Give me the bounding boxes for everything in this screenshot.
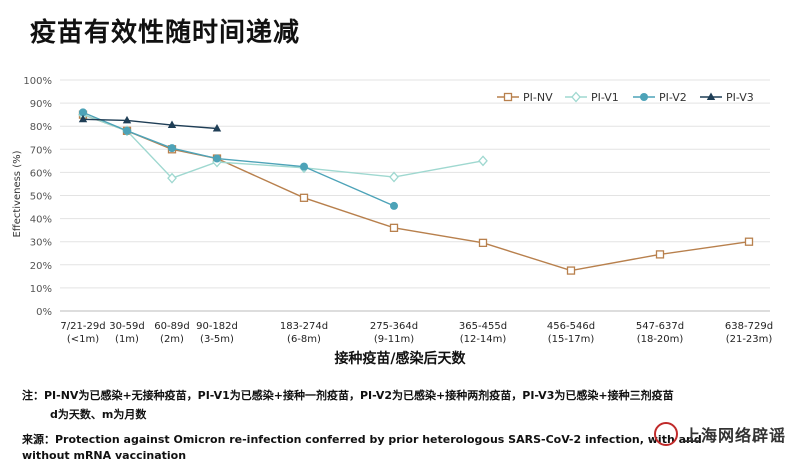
source-text: Protection against Omicron re-infection … (22, 433, 702, 462)
data-point (167, 120, 177, 129)
y-axis-label: Effectiveness (%) (12, 150, 23, 237)
series-pi-nv (78, 110, 754, 275)
x-tick-label: 90-182d (196, 321, 238, 332)
legend-label: PI-NV (523, 91, 553, 104)
x-tick-label: 183-274d (280, 321, 328, 332)
x-tick-label: 30-59d (109, 321, 144, 332)
series-line (82, 118, 218, 130)
y-tick-label: 0% (36, 307, 52, 318)
footnote: 注：PI-NV为已感染+无接种疫苗，PI-V1为已感染+接种一剂疫苗，PI-V2… (22, 386, 674, 424)
series-pi-v2 (79, 108, 398, 210)
data-point (78, 114, 88, 123)
data-point (212, 124, 222, 132)
legend-label: PI-V1 (591, 91, 619, 104)
data-point (478, 155, 488, 167)
legend-item-pi-v1: PI-V1 (565, 91, 619, 104)
x-tick-label: 456-546d (547, 321, 595, 332)
y-tick-label: 70% (30, 145, 52, 156)
brand-watermark: 上海网络辟谣 (653, 422, 786, 446)
x-tick-label: 275-364d (370, 321, 418, 332)
data-point (655, 250, 665, 259)
x-tick-sublabel: (12-14m) (460, 334, 507, 345)
y-tick-label: 40% (30, 215, 52, 226)
y-tick-label: 10% (30, 284, 52, 295)
data-point (706, 92, 716, 100)
y-tick-labels: 0% 10% 20% 30% 40% 50% 60% 70% 80% 90% 100% (23, 76, 52, 318)
x-tick-sublabel: (15-17m) (548, 334, 595, 345)
x-tick-labels: 7/21-29d (<1m) 30-59d (1m) 60-89d (2m) 90-182d… (60, 321, 773, 345)
series-line (82, 111, 395, 207)
y-tick-label: 50% (30, 192, 52, 203)
legend-item-pi-v2: PI-V2 (633, 91, 687, 104)
series-line (82, 113, 750, 272)
x-tick-label: 547-637d (636, 321, 684, 332)
data-point (79, 108, 87, 117)
legend-label: PI-V2 (659, 91, 687, 104)
data-point (640, 93, 648, 101)
legend: PI-NV PI-V1 PI-V2 PI-V3 (497, 91, 754, 104)
data-point (571, 91, 581, 103)
source-label: 来源： (22, 433, 55, 446)
x-tick-sublabel: (1m) (115, 334, 139, 345)
data-point (213, 154, 221, 163)
x-tick-sublabel: (6-8m) (287, 334, 321, 345)
legend-item-pi-v3: PI-V3 (700, 91, 754, 104)
footnote-line-2: d为天数、m为月数 (50, 408, 147, 421)
brand-logo-icon (653, 422, 678, 446)
x-tick-sublabel: (<1m) (67, 334, 99, 345)
data-point (503, 92, 513, 102)
data-point (478, 238, 488, 248)
data-point (122, 115, 132, 124)
data-point (389, 171, 399, 183)
y-tick-label: 80% (30, 122, 52, 133)
grid-lines (60, 79, 770, 312)
y-tick-label: 90% (30, 99, 52, 110)
source-citation: 来源：Protection against Omicron re-infecti… (22, 432, 742, 464)
x-tick-sublabel: (9-11m) (374, 334, 414, 345)
data-point (744, 237, 754, 246)
data-point (299, 193, 309, 202)
y-tick-label: 60% (30, 168, 52, 179)
data-point (300, 162, 308, 171)
series-group (78, 108, 754, 275)
brand-name: 上海网络辟谣 (683, 426, 786, 445)
x-tick-label: 7/21-29d (60, 321, 105, 332)
x-tick-sublabel: (18-20m) (637, 334, 684, 345)
y-tick-label: 100% (23, 76, 52, 87)
x-tick-label: 60-89d (154, 321, 189, 332)
x-tick-label: 638-729d (725, 321, 773, 332)
x-tick-sublabel: (21-23m) (726, 334, 773, 345)
line-chart: 0% 10% 20% 30% 40% 50% 60% 70% 80% 90% 100% 7/21-2… (12, 76, 773, 345)
legend-label: PI-V3 (726, 91, 754, 104)
x-tick-sublabel: (3-5m) (200, 334, 234, 345)
legend-item-pi-nv: PI-NV (497, 91, 553, 104)
data-point (123, 126, 131, 135)
data-point (167, 172, 177, 184)
series-pi-v3 (78, 114, 222, 132)
y-tick-label: 30% (30, 238, 52, 249)
series-line (82, 113, 484, 179)
data-point (390, 201, 398, 210)
x-tick-sublabel: (2m) (160, 334, 184, 345)
data-point (389, 223, 399, 232)
y-tick-label: 20% (30, 261, 52, 272)
x-tick-label: 365-455d (459, 321, 507, 332)
data-point (566, 266, 576, 275)
page-title: 疫苗有效性随时间递减 (30, 18, 301, 48)
series-pi-v1 (78, 109, 488, 184)
footnote-line-1: 注：PI-NV为已感染+无接种疫苗，PI-V1为已感染+接种一剂疫苗，PI-V2… (22, 389, 674, 402)
x-axis-title: 接种疫苗/感染后天数 (334, 351, 466, 367)
data-point (168, 144, 176, 153)
